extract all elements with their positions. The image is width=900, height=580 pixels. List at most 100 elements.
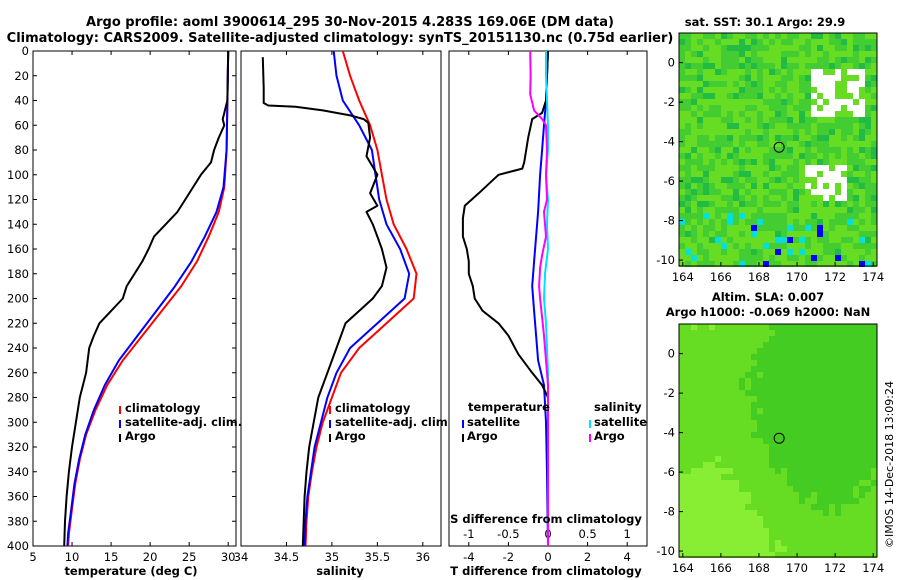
map-cell [763, 219, 769, 225]
map-cell [685, 69, 691, 75]
map-cell [769, 171, 775, 177]
temperature-x-axis: 5 10 15 20 25 30 [29, 51, 236, 564]
map-cell [823, 474, 829, 480]
map-cell [793, 372, 799, 378]
map-cell [703, 33, 709, 39]
map-cell [853, 402, 859, 408]
map-cell [745, 456, 751, 462]
map-cell [727, 438, 733, 444]
map-cell [709, 111, 715, 117]
map-cell [805, 93, 811, 99]
map-cell [823, 183, 829, 189]
map-cell [751, 480, 757, 486]
map-cell [751, 153, 757, 159]
map-cell [679, 237, 685, 243]
map-cell [805, 336, 811, 342]
map-cell [751, 111, 757, 117]
map-cell [691, 99, 697, 105]
map-cell [835, 522, 841, 528]
map-cell [715, 474, 721, 480]
map-cell [697, 522, 703, 528]
map-lon-label: 164 [672, 270, 694, 284]
map-cell [829, 378, 835, 384]
map-cell [823, 255, 829, 261]
map-cell [721, 528, 727, 534]
map-cell [853, 468, 859, 474]
map-cell [799, 372, 805, 378]
map-cell [805, 438, 811, 444]
map-cell [823, 237, 829, 243]
map-cell [745, 432, 751, 438]
map-cell [751, 237, 757, 243]
map-cell [781, 396, 787, 402]
map-cell [847, 213, 853, 219]
map-cell [727, 177, 733, 183]
map-cell [757, 450, 763, 456]
map-cell [757, 39, 763, 45]
map-cell [847, 396, 853, 402]
map-cell [715, 135, 721, 141]
map-cell [859, 189, 865, 195]
map-cell [679, 129, 685, 135]
map-cell [679, 486, 685, 492]
map-cell [823, 378, 829, 384]
map-cell [727, 384, 733, 390]
map-cell [733, 129, 739, 135]
map-lon-label: 174 [862, 270, 884, 284]
map-cell [793, 105, 799, 111]
map-cell [709, 444, 715, 450]
map-cell [721, 135, 727, 141]
map-cell [811, 432, 817, 438]
map-cell [781, 414, 787, 420]
map-cell [781, 534, 787, 540]
map-cell [751, 432, 757, 438]
pressure-tick-label: 20 [14, 69, 29, 83]
map-cell [757, 444, 763, 450]
map-cell [817, 450, 823, 456]
map-cell [763, 414, 769, 420]
map-cell [745, 201, 751, 207]
map-cell [853, 354, 859, 360]
map-cell [691, 408, 697, 414]
map-cell [781, 63, 787, 69]
map-cell [817, 360, 823, 366]
map-cell [727, 408, 733, 414]
map-cell [829, 243, 835, 249]
map-cell [697, 183, 703, 189]
map-cell [865, 498, 871, 504]
map-cell [745, 39, 751, 45]
map-cell [727, 87, 733, 93]
map-cell [691, 522, 697, 528]
map-cell [787, 540, 793, 546]
map-cell [739, 123, 745, 129]
map-cell [823, 414, 829, 420]
map-cell [721, 372, 727, 378]
map-cell [763, 534, 769, 540]
map-cell [871, 366, 877, 372]
map-cell [799, 444, 805, 450]
map-cell [691, 366, 697, 372]
map-cell [799, 492, 805, 498]
map-cell [859, 450, 865, 456]
map-cell [691, 255, 697, 261]
map-cell [853, 408, 859, 414]
map-cell [721, 444, 727, 450]
map-cell [733, 474, 739, 480]
map-cell [703, 51, 709, 57]
map-cell [865, 348, 871, 354]
map-cell [691, 510, 697, 516]
map-cell [751, 330, 757, 336]
map-cell [709, 342, 715, 348]
map-cell [739, 492, 745, 498]
map-cell [865, 450, 871, 456]
map-cell [757, 237, 763, 243]
map-cell [811, 69, 817, 75]
map-cell [745, 474, 751, 480]
map-cell [739, 414, 745, 420]
x-tick-label: 10 [65, 550, 80, 564]
map-cell [787, 231, 793, 237]
map-cell [817, 516, 823, 522]
map-cell [721, 432, 727, 438]
map-cell [823, 498, 829, 504]
map-cell [751, 57, 757, 63]
